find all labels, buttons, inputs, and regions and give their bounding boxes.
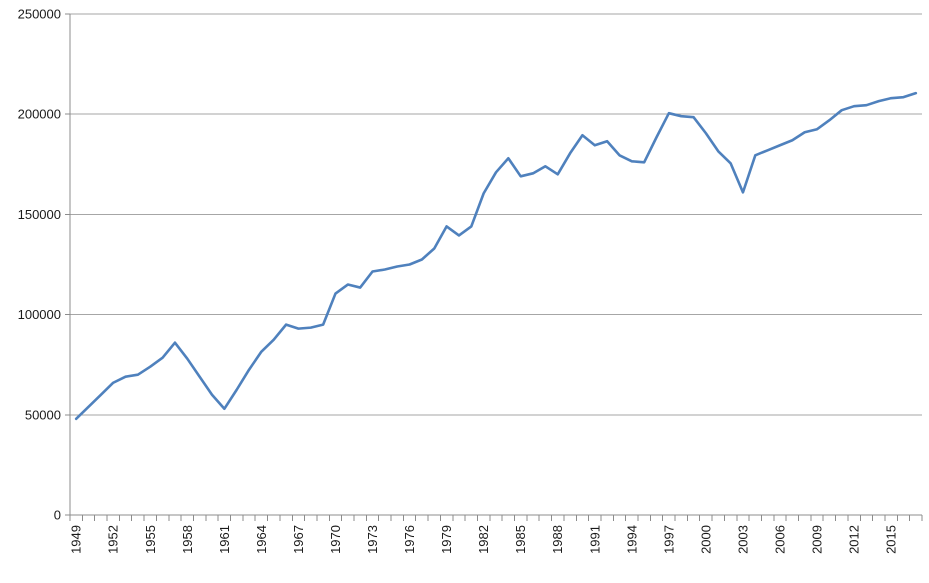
x-axis-tick-label: 1973 bbox=[365, 525, 380, 554]
x-axis-tick-label: 2003 bbox=[735, 525, 750, 554]
y-axis-tick-label: 200000 bbox=[18, 107, 61, 122]
x-axis-tick-label: 1982 bbox=[476, 525, 491, 554]
x-axis-tick-label: 1979 bbox=[439, 525, 454, 554]
x-axis-tick-label: 2006 bbox=[773, 525, 788, 554]
y-axis-tick-label: 150000 bbox=[18, 207, 61, 222]
y-axis-tick-label: 250000 bbox=[18, 7, 61, 22]
x-axis-tick-label: 1961 bbox=[217, 525, 232, 554]
x-axis-tick-label: 1949 bbox=[69, 525, 84, 554]
x-axis-tick-label: 1952 bbox=[106, 525, 121, 554]
y-axis-tick-label: 0 bbox=[54, 508, 61, 523]
y-axis-tick-label: 50000 bbox=[25, 407, 61, 422]
x-axis-tick-label: 2015 bbox=[884, 525, 899, 554]
x-axis-tick-label: 1991 bbox=[587, 525, 602, 554]
x-axis-tick-label: 1967 bbox=[291, 525, 306, 554]
x-axis-tick-label: 1988 bbox=[550, 525, 565, 554]
y-axis-tick-label: 100000 bbox=[18, 307, 61, 322]
x-axis-tick-label: 2009 bbox=[810, 525, 825, 554]
x-axis-tick-label: 1985 bbox=[513, 525, 528, 554]
x-axis-tick-label: 1976 bbox=[402, 525, 417, 554]
x-axis-tick-label: 1997 bbox=[661, 525, 676, 554]
x-axis-tick-label: 1958 bbox=[180, 525, 195, 554]
x-axis-tick-label: 1955 bbox=[143, 525, 158, 554]
x-axis-tick-label: 2012 bbox=[847, 525, 862, 554]
x-axis-tick-label: 1964 bbox=[254, 525, 269, 554]
x-axis-tick-label: 2000 bbox=[698, 525, 713, 554]
x-axis-tick-label: 1994 bbox=[624, 525, 639, 554]
x-axis-tick-label: 1970 bbox=[328, 525, 343, 554]
data-series-line bbox=[74, 91, 918, 421]
